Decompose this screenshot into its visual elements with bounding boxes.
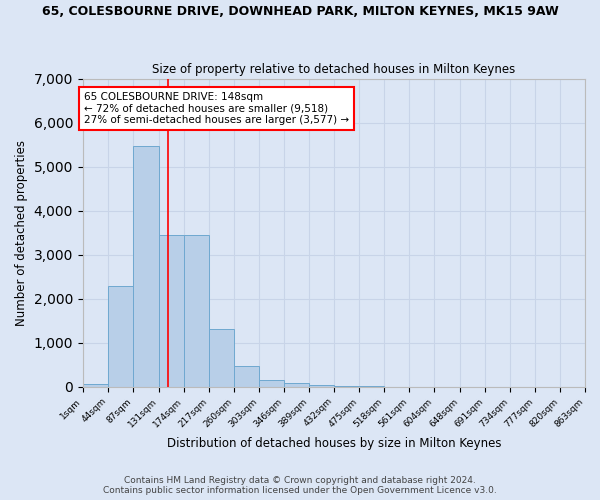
Text: 65 COLESBOURNE DRIVE: 148sqm
← 72% of detached houses are smaller (9,518)
27% of: 65 COLESBOURNE DRIVE: 148sqm ← 72% of de… bbox=[84, 92, 349, 125]
Y-axis label: Number of detached properties: Number of detached properties bbox=[15, 140, 28, 326]
Bar bbox=[259, 380, 284, 387]
Bar bbox=[158, 235, 184, 387]
Bar bbox=[233, 366, 259, 387]
Bar bbox=[133, 146, 158, 387]
Bar bbox=[83, 384, 108, 387]
Bar bbox=[184, 235, 209, 387]
Bar bbox=[209, 328, 233, 387]
Text: 65, COLESBOURNE DRIVE, DOWNHEAD PARK, MILTON KEYNES, MK15 9AW: 65, COLESBOURNE DRIVE, DOWNHEAD PARK, MI… bbox=[41, 5, 559, 18]
X-axis label: Distribution of detached houses by size in Milton Keynes: Distribution of detached houses by size … bbox=[167, 437, 501, 450]
Bar bbox=[284, 384, 309, 387]
Title: Size of property relative to detached houses in Milton Keynes: Size of property relative to detached ho… bbox=[152, 63, 515, 76]
Bar bbox=[309, 384, 334, 387]
Bar bbox=[334, 386, 359, 387]
Bar bbox=[108, 286, 133, 387]
Text: Contains HM Land Registry data © Crown copyright and database right 2024.
Contai: Contains HM Land Registry data © Crown c… bbox=[103, 476, 497, 495]
